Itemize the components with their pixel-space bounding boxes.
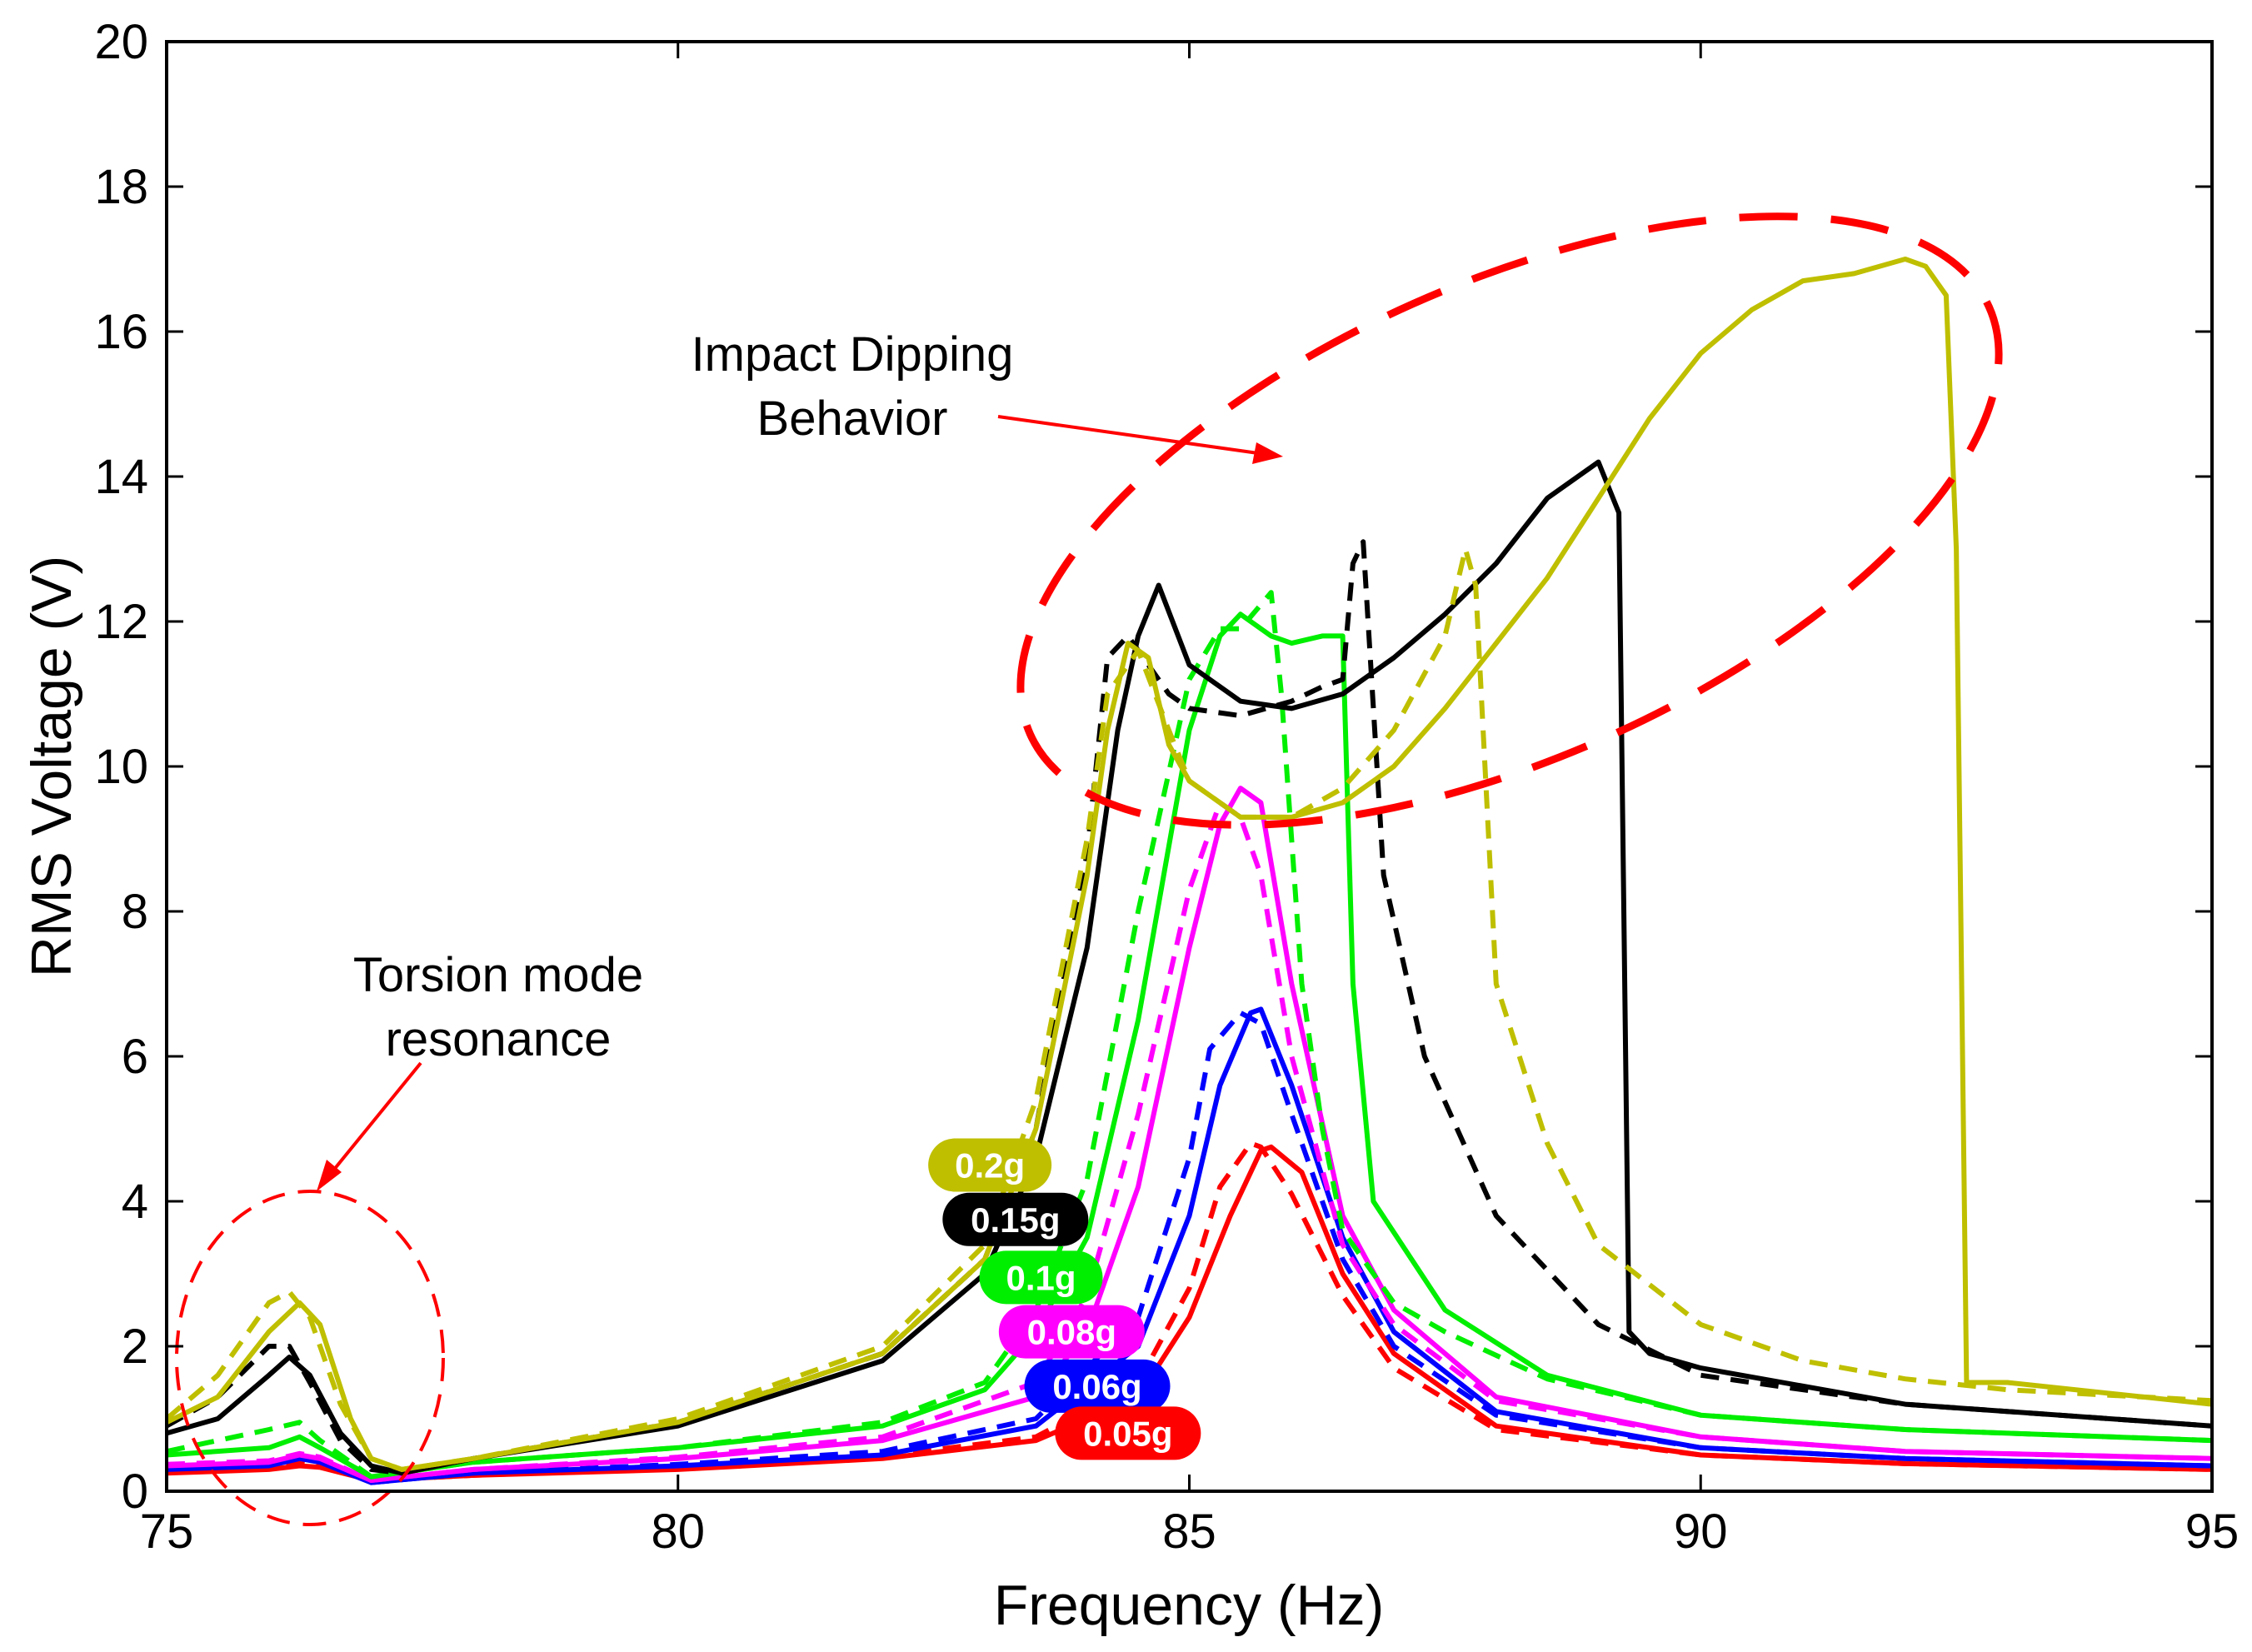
y-tick-label: 8 xyxy=(122,885,148,939)
legend-badge-label: 0.05g xyxy=(1083,1414,1172,1453)
y-tick-label: 4 xyxy=(122,1175,148,1229)
torsion-ellipse xyxy=(175,1190,445,1526)
x-axis-title: Frequency (Hz) xyxy=(994,1574,1385,1637)
legend-badge-bg xyxy=(1024,1359,1171,1413)
legend-badge-label: 0.08g xyxy=(1027,1313,1116,1352)
y-tick-label: 6 xyxy=(122,1030,148,1084)
y-tick-label: 0 xyxy=(122,1465,148,1519)
legend-badge-label: 0.2g xyxy=(955,1146,1025,1185)
legend-badge-005g: 0.05g xyxy=(1055,1406,1201,1460)
x-tick-label: 95 xyxy=(2185,1505,2240,1559)
legend-badges: 0.2g 0.15g 0.1g 0.08g 0.06g 0.05g xyxy=(928,1138,1201,1460)
y-tick-label: 20 xyxy=(94,15,148,69)
legend-badge-bg xyxy=(979,1250,1103,1305)
legend-badge-label: 0.06g xyxy=(1052,1367,1141,1406)
legend-badge-label: 0.1g xyxy=(1006,1258,1076,1297)
y-tick-label: 18 xyxy=(94,160,148,214)
axis-ticks: 75 80 85 90 95 0 2 4 6 8 10 12 14 16 18 20 xyxy=(94,15,2239,1559)
y-tick-label: 2 xyxy=(122,1320,148,1374)
legend-badge-bg xyxy=(942,1192,1089,1246)
annotation-impact-line1: Impact Dipping xyxy=(692,327,1014,382)
series-line-006g-down xyxy=(166,1010,2213,1485)
y-axis-title: RMS Voltage (V) xyxy=(20,556,83,977)
annotation-impact-line2: Behavior xyxy=(757,392,948,446)
series-line-015g xyxy=(166,459,2213,1476)
x-tick-label: 80 xyxy=(651,1505,705,1559)
legend-badge-label: 0.15g xyxy=(971,1200,1060,1240)
series-line-005g-down xyxy=(166,1140,2213,1483)
y-tick-label: 16 xyxy=(94,305,148,359)
torsion-arrow-line xyxy=(332,1061,422,1172)
legend-badge-01g: 0.1g xyxy=(979,1250,1103,1305)
legend-badge-bg xyxy=(998,1305,1145,1359)
legend-badge-bg xyxy=(1055,1406,1201,1460)
legend-badge-008g: 0.08g xyxy=(998,1305,1145,1359)
y-tick-label: 10 xyxy=(94,740,148,794)
x-tick-label: 90 xyxy=(1674,1505,1728,1559)
x-tick-label: 85 xyxy=(1162,1505,1216,1559)
series-line-02g-down xyxy=(165,547,2213,1472)
series-line-015g-down xyxy=(165,539,2213,1476)
torsion-arrow-head xyxy=(317,1160,342,1191)
legend-badge-bg xyxy=(928,1138,1052,1192)
series-line-008g-down xyxy=(166,800,2213,1483)
y-tick-label: 12 xyxy=(94,595,148,649)
legend-badge-02g: 0.2g xyxy=(928,1138,1052,1192)
annotation-shapes xyxy=(175,212,2003,1526)
legend-badge-006g: 0.06g xyxy=(1024,1359,1171,1413)
legend-badge-015g: 0.15g xyxy=(942,1192,1089,1246)
impact-arrow-line xyxy=(997,415,1259,455)
y-tick-label: 14 xyxy=(94,450,148,504)
series-line-01g-down xyxy=(166,590,2213,1480)
annotation-torsion-line2: resonance xyxy=(386,1012,612,1066)
x-tick-label: 75 xyxy=(140,1505,194,1559)
annotation-torsion-line1: Torsion mode xyxy=(353,948,643,1002)
series-layer xyxy=(165,257,2213,1485)
impact-arrow-head xyxy=(1252,442,1283,464)
series-line-006g xyxy=(166,1006,2213,1485)
impact-ellipse xyxy=(1016,212,2003,829)
